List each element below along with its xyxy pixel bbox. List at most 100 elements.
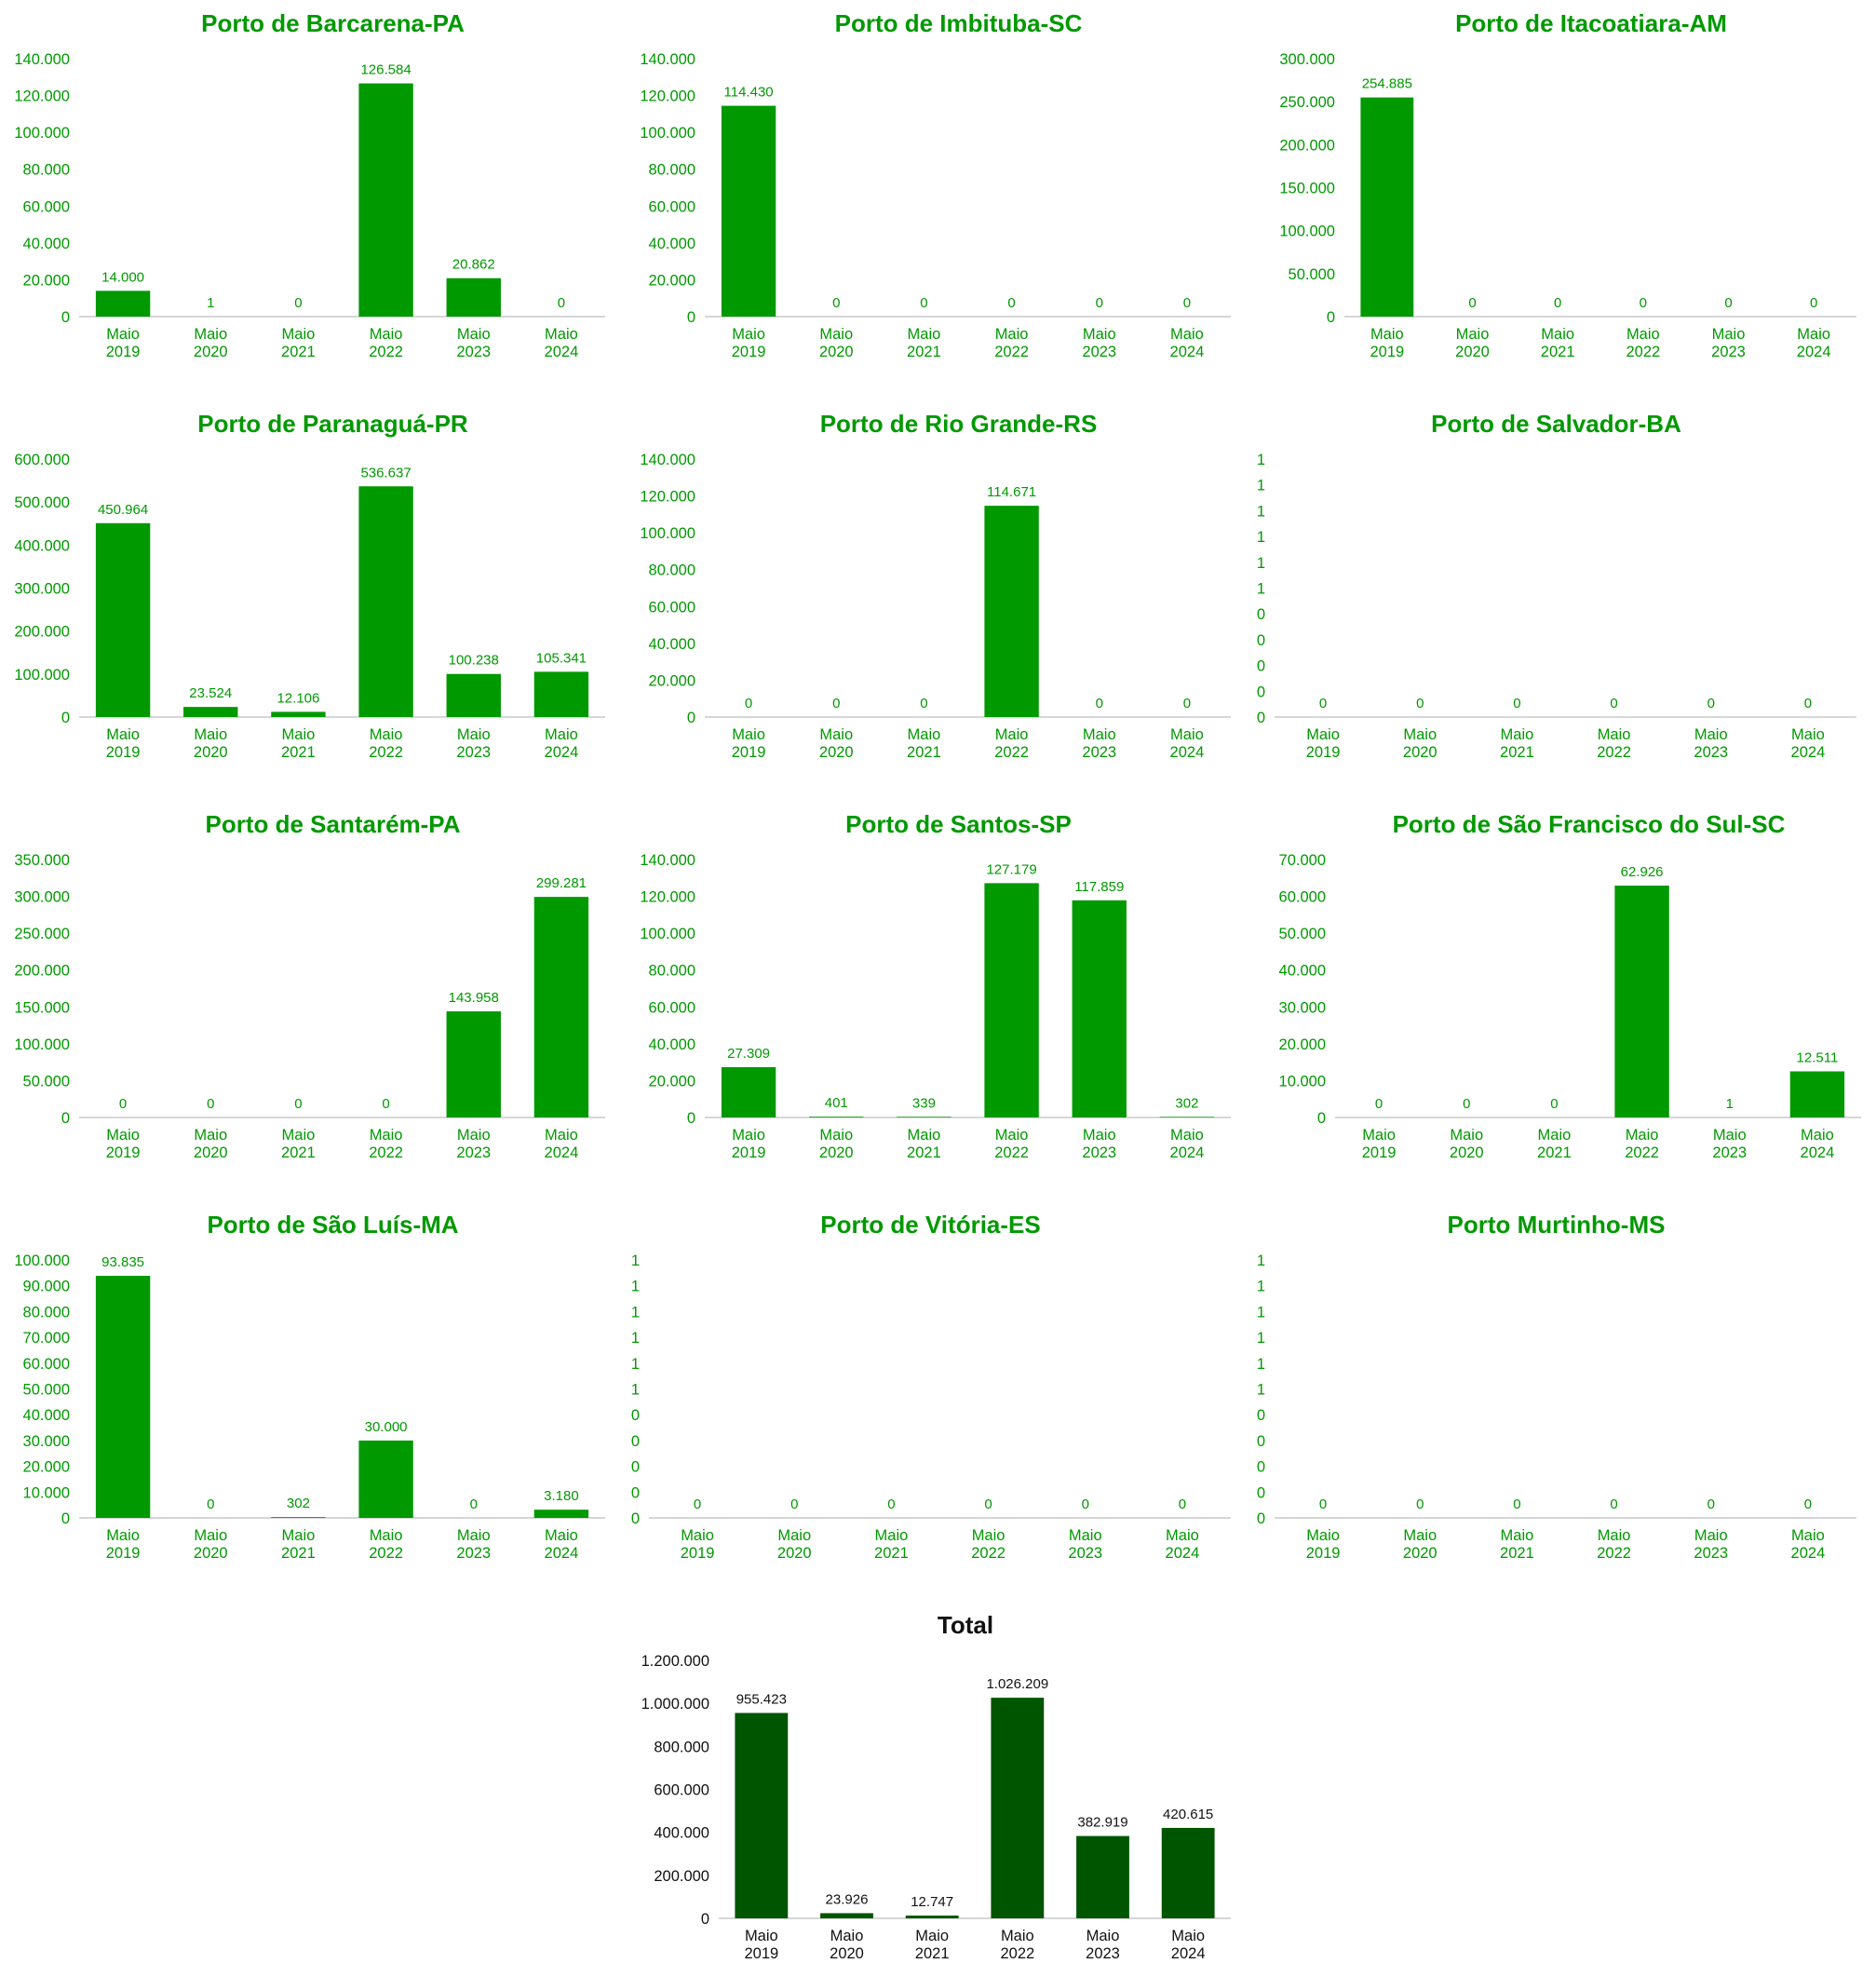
bar	[533, 671, 589, 717]
x-tick-label: Maio 2019	[1370, 326, 1404, 360]
x-tick-label: Maio 2020	[194, 726, 228, 761]
bar	[358, 83, 413, 317]
data-label: 0	[1082, 1496, 1089, 1512]
y-tick-label: 1.000.000	[641, 1696, 709, 1713]
x-tick-label: Maio 2021	[281, 1127, 316, 1161]
y-tick-label: 0	[61, 1510, 70, 1527]
y-tick-label: 1	[1257, 1253, 1265, 1269]
y-tick-label: 80.000	[649, 562, 695, 579]
x-tick-label: Maio 2023	[456, 1127, 491, 1161]
y-tick-label: 1	[1257, 581, 1265, 598]
data-label: 30.000	[365, 1419, 408, 1435]
chart-porto-sao-luis: Porto de São Luís-MA 0 10.000 20.000 30.000 4…	[0, 1201, 626, 1592]
x-tick-label: Maio 2021	[874, 1527, 909, 1562]
x-tick-label: Maio 2022	[369, 1127, 403, 1161]
x-tick-label: Maio 2022	[369, 726, 403, 761]
y-tick-label: 1	[1257, 1330, 1265, 1347]
chart-svg: Porto de Rio Grande-RS 0 20.000 40.000 60.00…	[640, 410, 1231, 761]
data-label: 0	[1724, 295, 1732, 311]
data-label: 12.747	[911, 1894, 953, 1910]
chart-title: Porto de Paranaguá-PR	[197, 410, 468, 438]
data-label: 1.026.209	[986, 1676, 1048, 1692]
x-tick-label: Maio 2021	[907, 326, 941, 360]
y-tick-label: 200.000	[14, 624, 70, 641]
y-tick-label: 60.000	[23, 1356, 70, 1373]
y-tick-label: 0	[1257, 606, 1265, 623]
data-label: 0	[207, 1496, 214, 1512]
y-tick-label: 1	[1257, 1356, 1265, 1373]
data-label: 0	[1468, 295, 1476, 311]
x-tick-label: Maio 2022	[369, 1527, 403, 1562]
chart-title: Porto de Imbituba-SC	[835, 9, 1083, 37]
x-tick-label: Maio 2023	[1694, 726, 1728, 761]
y-tick-label: 350.000	[14, 852, 70, 869]
y-tick-label: 10.000	[1279, 1073, 1326, 1090]
x-tick-label: Maio 2022	[1625, 1127, 1659, 1161]
y-tick-label: 400.000	[14, 537, 70, 554]
y-tick-label: 140.000	[640, 452, 695, 468]
y-tick-label: 60.000	[23, 198, 70, 215]
y-tick-label: 100.000	[14, 125, 70, 142]
y-tick-label: 0	[701, 1911, 709, 1928]
data-label: 0	[1707, 1496, 1715, 1512]
bar	[1076, 1835, 1129, 1918]
y-tick-label: 80.000	[649, 162, 695, 179]
y-tick-label: 1	[1257, 529, 1265, 546]
data-label: 0	[887, 1496, 895, 1512]
x-tick-label: Maio 2019	[1306, 1527, 1341, 1562]
y-tick-label: 300.000	[14, 581, 70, 598]
x-tick-label: Maio 2021	[915, 1928, 950, 1962]
x-tick-label: Maio 2021	[1537, 1127, 1572, 1161]
x-tick-label: Maio 2022	[1626, 326, 1660, 360]
chart-total: Total 0 200.000 400.000 600.000 800.000 1.000.…	[626, 1602, 1251, 1977]
chart-title: Porto de São Luís-MA	[207, 1211, 458, 1239]
chart-svg: Porto de Santarém-PA 0 50.000 100.000 150.00…	[14, 810, 605, 1161]
bar	[984, 883, 1039, 1117]
y-tick-label: 0	[1327, 309, 1335, 326]
x-tick-label: Maio 2023	[1068, 1527, 1102, 1562]
bar	[984, 506, 1039, 717]
chart-title: Porto de Barcarena-PA	[201, 9, 465, 37]
y-tick-label: 40.000	[23, 1407, 70, 1424]
y-tick-label: 0	[1257, 710, 1265, 726]
y-tick-label: 0	[1257, 1407, 1265, 1424]
y-tick-label: 140.000	[640, 51, 695, 68]
data-label: 254.885	[1362, 76, 1412, 92]
y-tick-label: 120.000	[640, 489, 695, 506]
x-tick-label: Maio 2023	[1082, 326, 1116, 360]
bar	[1789, 1071, 1845, 1117]
data-label: 0	[1183, 696, 1191, 711]
bar	[183, 707, 238, 717]
y-tick-label: 0	[1257, 1484, 1265, 1501]
x-tick-label: Maio 2022	[994, 726, 1029, 761]
x-tick-label: Maio 2021	[1500, 726, 1534, 761]
data-label: 0	[1513, 696, 1520, 711]
x-tick-label: Maio 2021	[1500, 1527, 1534, 1562]
data-label: 0	[1319, 1496, 1327, 1512]
y-tick-label: 1	[631, 1304, 640, 1320]
y-tick-label: 80.000	[23, 162, 70, 179]
x-tick-label: Maio 2023	[456, 326, 491, 360]
data-label: 0	[470, 1496, 478, 1512]
bar	[1614, 885, 1669, 1117]
data-label: 117.859	[1074, 879, 1124, 895]
y-tick-label: 40.000	[649, 1036, 695, 1053]
chart-porto-santarem: Porto de Santarém-PA 0 50.000 100.000 150.00…	[0, 801, 626, 1192]
bar	[721, 1066, 776, 1117]
x-tick-label: Maio 2022	[1597, 726, 1631, 761]
data-label: 450.964	[98, 502, 148, 518]
data-label: 20.862	[452, 257, 495, 273]
y-tick-label: 140.000	[640, 852, 695, 869]
bar	[271, 1517, 326, 1518]
y-tick-label: 0	[61, 1110, 70, 1127]
x-tick-label: Maio 2022	[1597, 1527, 1631, 1562]
chart-svg: Total 0 200.000 400.000 600.000 800.000 1.000.…	[641, 1611, 1231, 1962]
y-tick-label: 0	[1257, 1459, 1265, 1476]
y-tick-label: 1	[1257, 1304, 1265, 1320]
x-tick-label: Maio 2020	[819, 1127, 854, 1161]
data-label: 299.281	[536, 875, 587, 891]
chart-svg: Porto Murtinho-MS 0 0 0 0 0 1 1 1 1 1 1 0 Maio 2019 0 Ma…	[1257, 1211, 1856, 1562]
data-label: 0	[1096, 696, 1103, 711]
data-label: 0	[1550, 1096, 1558, 1112]
bar	[358, 1440, 413, 1518]
